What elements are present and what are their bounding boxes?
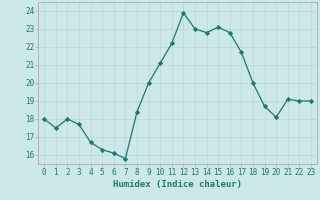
X-axis label: Humidex (Indice chaleur): Humidex (Indice chaleur) [113,180,242,189]
